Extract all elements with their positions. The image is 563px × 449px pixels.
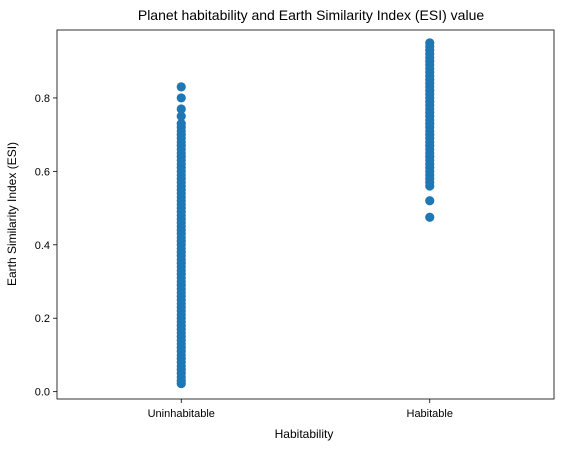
data-points [176, 38, 435, 389]
data-point [176, 82, 186, 92]
y-axis-ticks: 0.0 0.2 0.4 0.6 0.8 [35, 93, 57, 399]
y-tick-label: 0.2 [35, 313, 50, 325]
x-axis-label: Habitability [275, 427, 334, 441]
data-point [176, 93, 186, 103]
y-tick-label: 0.6 [35, 166, 50, 178]
y-tick-label: 0.4 [35, 240, 50, 252]
data-point [425, 196, 435, 206]
x-tick-label: Uninhabitable [148, 408, 215, 420]
x-tick-label: Habitable [407, 408, 453, 420]
x-axis-ticks: Uninhabitable Habitable [148, 399, 453, 420]
data-point [176, 119, 186, 129]
y-tick-label: 0.0 [35, 387, 50, 399]
data-point [176, 104, 186, 114]
axes-frame [56, 29, 555, 400]
chart-title: Planet habitability and Earth Similarity… [138, 7, 484, 23]
plot-area: 0.0 0.2 0.4 0.6 0.8 Uninhabitable Habitable [35, 29, 555, 420]
y-tick-label: 0.8 [35, 93, 50, 105]
data-point [425, 212, 435, 222]
data-point [176, 111, 186, 121]
y-axis-label: Earth Similarity Index (ESI) [5, 142, 19, 286]
data-point [425, 38, 435, 48]
